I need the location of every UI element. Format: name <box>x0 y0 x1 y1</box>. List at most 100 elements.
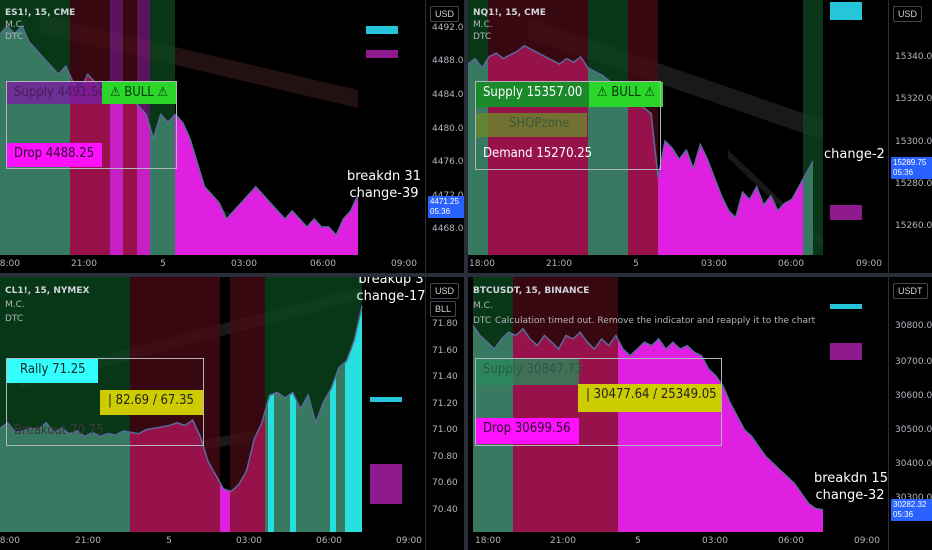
price-tick: 15300.00 <box>895 137 932 147</box>
price-tick: 30400.00 <box>895 459 932 469</box>
note-line: change-17 <box>356 289 426 304</box>
indicator-label: DTC <box>5 314 24 324</box>
time-tick: 09:00 <box>856 259 882 269</box>
drop-box: Drop 4488.25 <box>6 143 102 167</box>
time-tick: 09:00 <box>854 536 880 546</box>
symbol-label: NQ1!, 15, CME <box>473 8 546 18</box>
price-axis[interactable]: USD 4492.00 4488.00 4484.00 4480.00 4476… <box>425 0 464 273</box>
last-price-tag: 15289.75 05:36 <box>891 157 932 179</box>
error-message: Calculation timed out. Remove the indica… <box>495 316 816 326</box>
last-price-tag: 30282.32 05:36 <box>891 499 932 521</box>
time-tick: 03:00 <box>701 259 727 269</box>
time-axis[interactable]: 18:00 21:00 5 03:00 06:00 09:00 <box>0 255 425 273</box>
legend-swatch-purple <box>830 343 862 360</box>
time-tick: 06:00 <box>316 536 342 546</box>
ratio-box: | 30477.64 / 25349.05 <box>578 384 721 412</box>
last-price-tag: 4471.25 05:36 <box>428 196 464 218</box>
legend-swatch-purple <box>370 464 402 504</box>
time-tick: 18:00 <box>0 536 20 546</box>
chart-panel-btc[interactable]: BTCUSDT, 15, BINANCE M.C. DTC Calculatio… <box>468 277 932 550</box>
price-tick: 15340.00 <box>895 52 932 62</box>
price-axis[interactable]: USD BLL 71.80 71.60 71.40 71.20 71.00 70… <box>425 277 464 550</box>
time-tick: 09:00 <box>396 536 422 546</box>
time-axis[interactable]: 18:00 21:00 5 03:00 06:00 09:00 <box>468 255 888 273</box>
price-tick: 4488.00 <box>432 56 464 66</box>
legend-swatch-cyan <box>366 26 398 34</box>
indicator-label: M.C. <box>5 20 25 30</box>
price-axis[interactable]: USDT 30800.00 30700.00 30600.00 30500.00… <box>888 277 932 550</box>
price-chart-cl[interactable] <box>0 277 425 532</box>
chart-panel-nq[interactable]: NQ1!, 15, CME M.C. DTC Supply 15357.00 ⚠… <box>468 0 932 273</box>
price-tick: 70.60 <box>432 478 458 488</box>
time-tick: 5 <box>166 536 172 546</box>
price-tick: 71.60 <box>432 346 458 356</box>
supply-box: Supply 4491.50 <box>6 82 106 104</box>
time-tick: 5 <box>160 259 166 269</box>
note-line: breakdn 15 <box>814 471 888 486</box>
unit-button[interactable]: BLL <box>430 301 457 317</box>
price-line <box>472 324 824 511</box>
price-tick: 4476.00 <box>432 157 464 167</box>
area-segment <box>488 45 588 255</box>
time-tick: 21:00 <box>71 259 97 269</box>
legend-swatch-cyan <box>370 397 402 402</box>
drop-box: Drop 30699.56 <box>475 418 579 444</box>
indicator-label: DTC <box>473 316 492 326</box>
last-price: 15289.75 <box>893 158 927 167</box>
last-price: 30282.32 <box>893 500 927 509</box>
chart-panel-cl[interactable]: CL1!, 15, NYMEX M.C. DTC Rally 71.25 | 8… <box>0 277 464 550</box>
time-tick: 21:00 <box>546 259 572 269</box>
note-line: change-39 <box>349 186 419 201</box>
note-line: breakup 3 <box>358 277 424 287</box>
change-note: breakdn 31 change-39 <box>346 168 422 202</box>
shopzone-box: SHOPzone <box>475 113 587 137</box>
cyan-segment <box>330 305 336 532</box>
price-line <box>0 305 363 493</box>
time-tick: 5 <box>635 536 641 546</box>
symbol-label: CL1!, 15, NYMEX <box>5 286 90 296</box>
currency-button[interactable]: USD <box>893 6 923 22</box>
indicator-label: M.C. <box>473 301 493 311</box>
chart-panel-es[interactable]: ES1!, 15, CME M.C. DTC Supply 4491.50 ⚠ … <box>0 0 464 273</box>
indicator-label: M.C. <box>473 20 493 30</box>
symbol-label: BTCUSDT, 15, BINANCE <box>473 286 590 296</box>
price-tick: 30600.00 <box>895 391 932 401</box>
price-axis[interactable]: USD 15340.00 15320.00 15300.00 15280.00 … <box>888 0 932 273</box>
cyan-segment <box>290 305 296 532</box>
note-line: breakdn 31 <box>347 169 421 184</box>
last-price: 4471.25 <box>430 197 459 206</box>
bar-countdown: 05:36 <box>893 168 914 177</box>
time-tick: 18:00 <box>0 259 20 269</box>
currency-button[interactable]: USD <box>430 283 460 299</box>
rally-box: Rally 71.25 <box>6 359 98 383</box>
price-tick: 71.80 <box>432 319 458 329</box>
time-axis[interactable]: 18:00 21:00 5 03:00 06:00 09:00 <box>468 532 888 550</box>
time-tick: 5 <box>633 259 639 269</box>
change-note: breakdn 15 change-32 <box>814 470 888 504</box>
zone-outline <box>475 358 722 446</box>
price-tick: 30700.00 <box>895 357 932 367</box>
bar-countdown: 05:36 <box>430 207 451 216</box>
price-tick: 4492.00 <box>432 23 464 33</box>
price-tick: 30500.00 <box>895 425 932 435</box>
pane-divider[interactable] <box>464 0 468 550</box>
zone-outline <box>6 81 177 169</box>
price-tick: 71.20 <box>432 399 458 409</box>
time-tick: 03:00 <box>236 536 262 546</box>
price-tick: 30800.00 <box>895 321 932 331</box>
price-tick: 70.40 <box>432 505 458 515</box>
currency-button[interactable]: USD <box>430 6 460 22</box>
zone-outline <box>6 358 204 446</box>
change-note: change-2 <box>824 147 885 162</box>
price-tick: 70.80 <box>432 452 458 462</box>
price-tick: 15260.00 <box>895 221 932 231</box>
bar-countdown: 05:36 <box>893 510 914 519</box>
time-tick: 18:00 <box>469 259 495 269</box>
indicator-label: M.C. <box>5 300 25 310</box>
note-line: change-32 <box>815 488 885 503</box>
currency-button[interactable]: USDT <box>893 283 928 299</box>
legend-swatch-cyan <box>830 304 862 309</box>
price-tick: 4480.00 <box>432 124 464 134</box>
time-axis[interactable]: 18:00 21:00 5 03:00 06:00 09:00 <box>0 532 425 550</box>
ratio-box: | 82.69 / 67.35 <box>100 390 203 415</box>
